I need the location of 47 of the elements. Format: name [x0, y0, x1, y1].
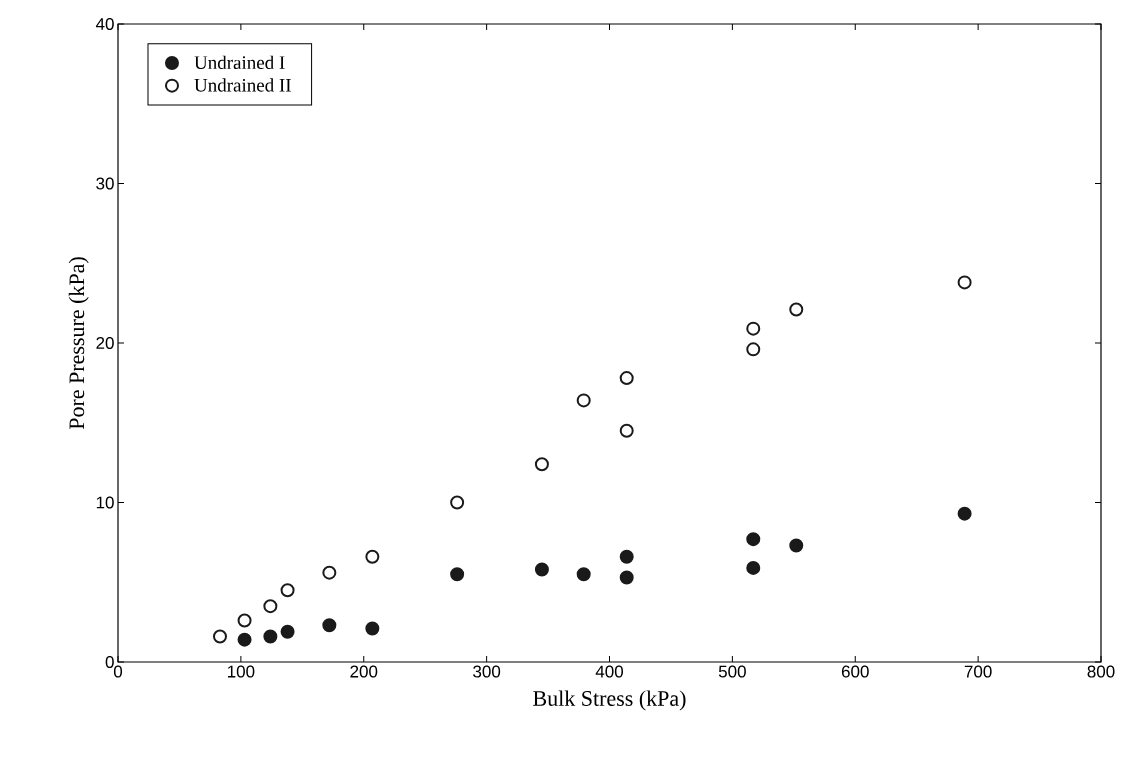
point	[619, 423, 634, 438]
point	[263, 599, 278, 614]
x-tick-label: 600	[841, 665, 869, 678]
x-tick-label: 300	[473, 665, 501, 678]
point	[237, 613, 252, 628]
x-tick-label: 700	[964, 665, 992, 678]
point	[619, 570, 634, 585]
point	[789, 302, 804, 317]
point	[576, 393, 591, 408]
point	[619, 371, 634, 386]
point	[534, 562, 549, 577]
y-tick-label: 0	[105, 655, 114, 669]
point	[746, 321, 761, 336]
x-tick-label: 500	[718, 665, 746, 678]
point	[280, 583, 295, 598]
point	[746, 342, 761, 357]
point	[576, 567, 591, 582]
point	[322, 565, 337, 580]
point	[450, 495, 465, 510]
y-tick-label: 10	[96, 496, 114, 509]
y-tick-label: 30	[96, 177, 114, 190]
x-axis-title: Bulk Stress (kPa)	[533, 690, 686, 711]
point	[365, 549, 380, 564]
point	[212, 629, 227, 644]
point	[746, 560, 761, 575]
point	[263, 629, 278, 644]
point	[746, 532, 761, 547]
x-tick-label: 100	[228, 665, 255, 678]
y-tick-label: 40	[95, 17, 114, 31]
point	[619, 549, 634, 564]
point	[450, 567, 465, 582]
point	[534, 457, 549, 472]
point	[365, 621, 380, 636]
y-tick-label: 20	[96, 336, 114, 350]
legend-label: Undrained I	[194, 55, 285, 69]
point	[237, 632, 252, 647]
point	[789, 538, 804, 553]
x-tick-label: 400	[595, 665, 624, 678]
point	[957, 506, 972, 521]
x-tick-label: 800	[1087, 665, 1115, 678]
point	[322, 618, 337, 633]
x-tick-label: 200	[350, 665, 378, 678]
legend-label: Undrained II	[194, 78, 291, 92]
y-axis-title: Pore Pressure (kPa)	[68, 257, 89, 430]
point	[280, 624, 295, 639]
x-tick-label: 0	[113, 665, 123, 678]
point	[957, 275, 972, 290]
